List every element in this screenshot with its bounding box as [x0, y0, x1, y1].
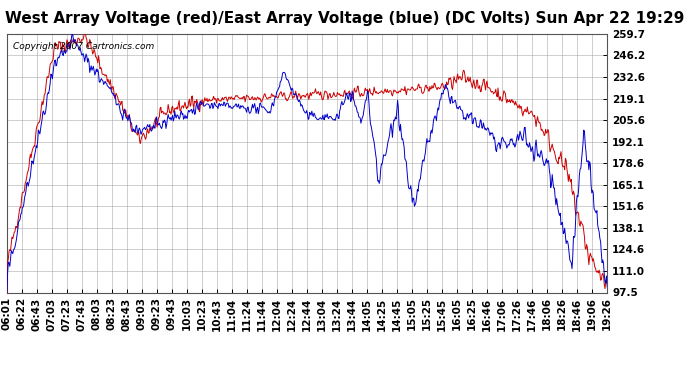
Text: West Array Voltage (red)/East Array Voltage (blue) (DC Volts) Sun Apr 22 19:29: West Array Voltage (red)/East Array Volt… [6, 11, 684, 26]
Text: Copyright 2007 Cartronics.com: Copyright 2007 Cartronics.com [13, 42, 154, 51]
